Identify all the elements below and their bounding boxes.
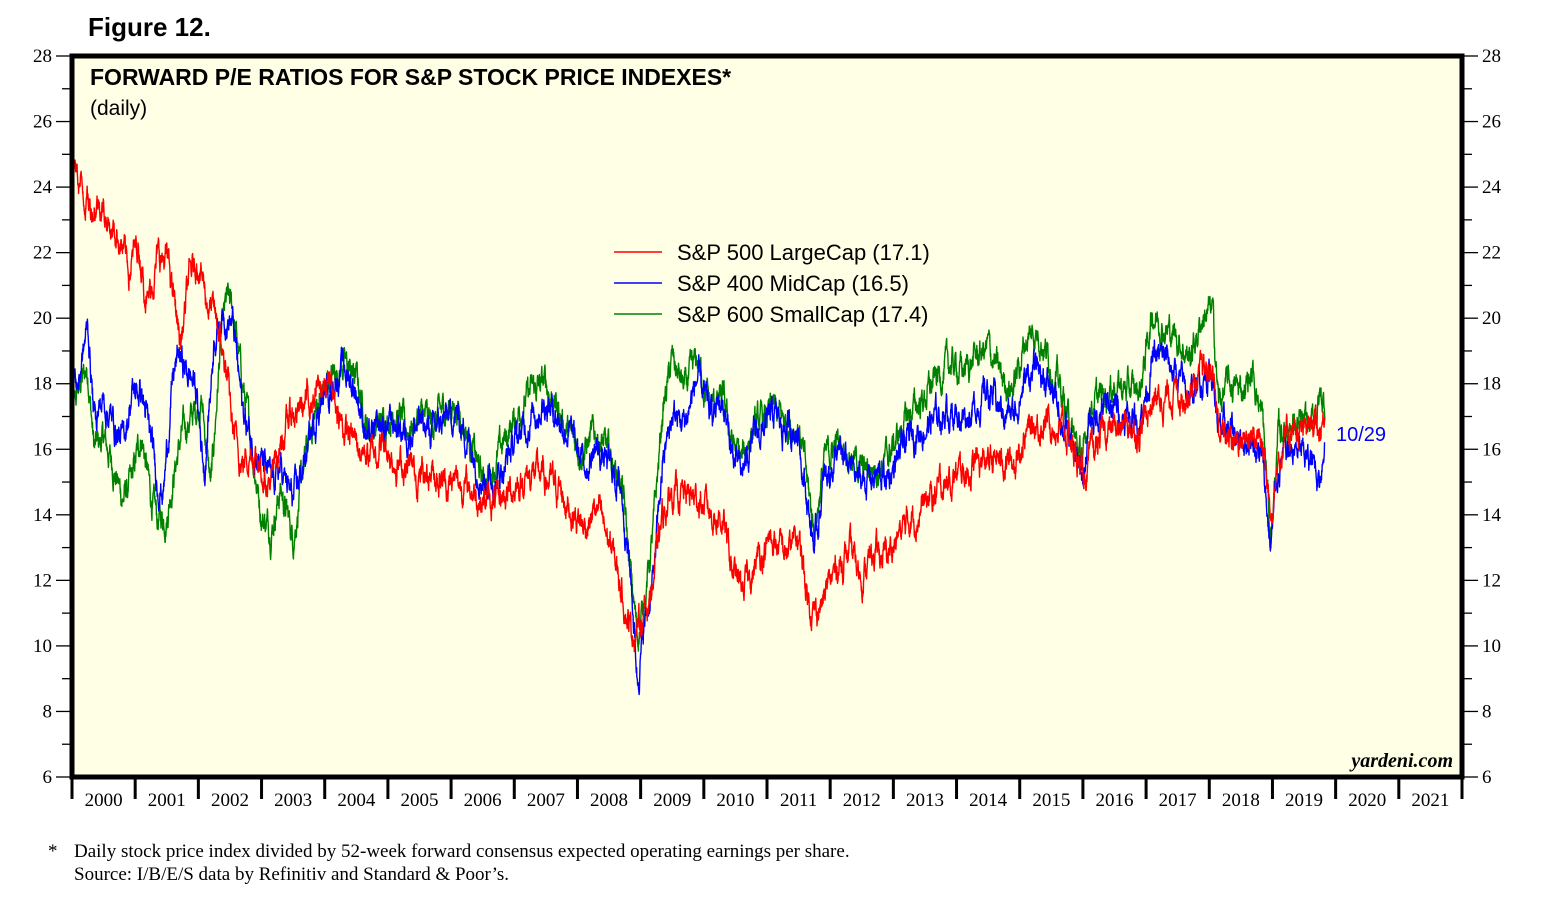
y-tick-label-left: 20 bbox=[33, 308, 52, 329]
y-tick-label-left: 28 bbox=[33, 46, 52, 67]
x-tick-label: 2010 bbox=[716, 790, 754, 811]
sp500-line bbox=[71, 157, 1326, 653]
footnote-marker: * bbox=[48, 841, 58, 862]
x-tick-label: 2015 bbox=[1032, 790, 1070, 811]
x-tick-label: 2006 bbox=[464, 790, 502, 811]
y-tick-label-left: 24 bbox=[33, 177, 53, 198]
x-tick-label: 2018 bbox=[1222, 790, 1260, 811]
x-tick-label: 2009 bbox=[653, 790, 691, 811]
y-tick-label-right: 6 bbox=[1482, 767, 1492, 788]
legend-label-sp600: S&P 600 SmallCap (17.4) bbox=[677, 302, 929, 327]
y-tick-label-left: 18 bbox=[33, 374, 52, 395]
y-tick-label-left: 6 bbox=[43, 767, 53, 788]
last-date-label: 10/29 bbox=[1336, 424, 1386, 446]
footnote-line-2: Source: I/B/E/S data by Refinitiv and St… bbox=[74, 864, 510, 885]
footnote: * Daily stock price index divided by 52-w… bbox=[48, 840, 850, 886]
legend-label-sp500: S&P 500 LargeCap (17.1) bbox=[677, 240, 930, 265]
sp400-line bbox=[71, 305, 1326, 696]
x-tick-label: 2003 bbox=[274, 790, 312, 811]
y-tick-label-left: 16 bbox=[33, 439, 52, 460]
y-tick-label-left: 14 bbox=[33, 505, 53, 526]
x-axis: 2000 2001 2002 2003 2004 2005 2006 2007 2008 2009… bbox=[70, 777, 1464, 811]
y-tick-label-right: 28 bbox=[1482, 46, 1501, 67]
y-tick-label-right: 12 bbox=[1482, 570, 1501, 591]
plot-frame bbox=[69, 53, 1465, 780]
x-tick-label: 2007 bbox=[527, 790, 565, 811]
legend-label-sp400: S&P 400 MidCap (16.5) bbox=[677, 271, 909, 296]
y-tick-label-left: 8 bbox=[43, 701, 53, 722]
y-tick-label-right: 24 bbox=[1482, 177, 1502, 198]
y-tick-label-right: 26 bbox=[1482, 112, 1501, 133]
x-tick-label: 2000 bbox=[85, 790, 123, 811]
x-tick-label: 2005 bbox=[401, 790, 439, 811]
y-tick-label-right: 14 bbox=[1482, 505, 1502, 526]
y-tick-label-right: 20 bbox=[1482, 308, 1501, 329]
y-tick-label-left: 26 bbox=[33, 112, 52, 133]
x-tick-label: 2016 bbox=[1096, 790, 1134, 811]
y-tick-label-right: 10 bbox=[1482, 636, 1501, 657]
x-tick-label: 2012 bbox=[843, 790, 881, 811]
x-tick-label: 2013 bbox=[906, 790, 944, 811]
figure-label: Figure 12. bbox=[88, 12, 211, 42]
source-credit: yardeni.com bbox=[1349, 750, 1453, 772]
chart-subtitle: (daily) bbox=[90, 97, 147, 120]
footnote-line-1: Daily stock price index divided by 52-we… bbox=[74, 841, 850, 862]
x-tick-label: 2019 bbox=[1285, 790, 1323, 811]
x-tick-label: 2001 bbox=[148, 790, 186, 811]
y-axis-right: 6 8 10 12 14 16 18 20 22 24 26 28 bbox=[1462, 46, 1502, 788]
y-tick-label-right: 18 bbox=[1482, 374, 1501, 395]
series-lines bbox=[71, 157, 1326, 696]
x-tick-label: 2020 bbox=[1348, 790, 1386, 811]
y-tick-label-left: 12 bbox=[33, 570, 52, 591]
x-tick-label: 2017 bbox=[1159, 790, 1197, 811]
y-axis-left: 6 8 10 12 14 16 18 20 22 24 26 28 bbox=[33, 46, 72, 788]
x-tick-label: 2004 bbox=[337, 790, 376, 811]
y-tick-label-left: 10 bbox=[33, 636, 52, 657]
y-tick-label-left: 22 bbox=[33, 243, 52, 264]
chart-title: FORWARD P/E RATIOS FOR S&P STOCK PRICE I… bbox=[90, 64, 731, 90]
x-tick-label: 2011 bbox=[780, 790, 817, 811]
x-tick-label: 2021 bbox=[1411, 790, 1449, 811]
x-tick-label: 2008 bbox=[590, 790, 628, 811]
y-tick-label-right: 8 bbox=[1482, 701, 1492, 722]
x-tick-label: 2002 bbox=[211, 790, 249, 811]
legend: S&P 500 LargeCap (17.1) S&P 400 MidCap (… bbox=[614, 240, 930, 327]
y-tick-label-right: 16 bbox=[1482, 439, 1501, 460]
x-tick-label: 2014 bbox=[969, 790, 1008, 811]
y-tick-label-right: 22 bbox=[1482, 243, 1501, 264]
